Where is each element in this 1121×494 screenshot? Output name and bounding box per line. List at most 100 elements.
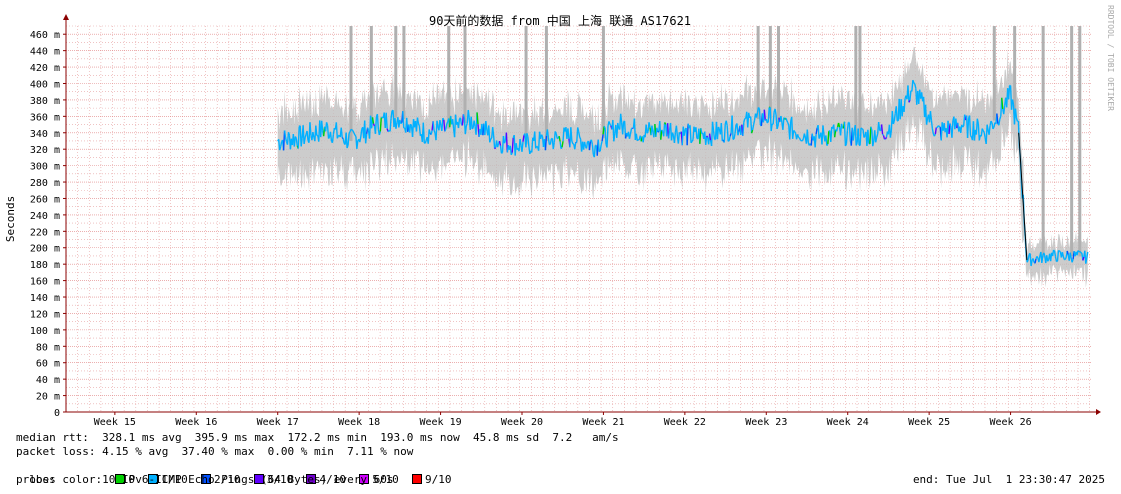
loss-color-label: loss color:	[29, 473, 103, 486]
median-segment	[451, 119, 455, 129]
median-segment	[293, 136, 296, 147]
median-segment	[798, 137, 802, 141]
median-segment	[1064, 256, 1067, 260]
median-segment	[1053, 249, 1056, 252]
median-segment	[374, 116, 378, 134]
median-segment	[297, 126, 300, 149]
median-segment	[432, 121, 435, 131]
median-segment	[446, 121, 449, 125]
median-segment	[444, 128, 447, 132]
median-segment	[996, 113, 999, 124]
median-segment	[705, 135, 708, 145]
median-segment	[602, 126, 605, 135]
median-segment	[1059, 250, 1061, 253]
y-tick-label: 40 m	[36, 375, 60, 386]
median-segment	[613, 133, 616, 142]
median-segment	[660, 129, 663, 140]
median-segment	[818, 135, 821, 139]
median-segment	[789, 121, 792, 140]
median-segment	[845, 130, 849, 144]
median-segment	[872, 140, 875, 147]
median-segment	[402, 111, 405, 128]
median-segment	[465, 122, 468, 127]
median-segment	[791, 130, 795, 139]
median-segment	[1047, 259, 1050, 262]
median-segment	[567, 128, 570, 139]
median-segment	[443, 119, 446, 132]
median-segment	[436, 120, 439, 127]
median-segment	[830, 126, 833, 142]
median-segment	[978, 135, 981, 141]
median-segment	[1051, 249, 1055, 257]
median-segment	[351, 129, 354, 132]
median-segment	[555, 133, 558, 139]
median-segment	[619, 113, 623, 123]
median-segment	[492, 135, 496, 149]
median-segment	[577, 131, 581, 138]
median-segment	[787, 122, 790, 126]
median-segment	[683, 129, 686, 136]
median-segment	[891, 111, 895, 125]
loss-swatch	[411, 474, 422, 484]
median-segment	[803, 133, 807, 138]
median-segment	[491, 127, 495, 137]
y-tick-label: 260 m	[30, 194, 60, 205]
median-segment	[912, 79, 915, 84]
median-segment	[284, 137, 288, 142]
median-segment	[418, 125, 422, 136]
median-segment	[400, 122, 403, 125]
y-tick-label: 300 m	[30, 162, 60, 173]
median-segment	[726, 125, 729, 142]
median-segment	[554, 131, 557, 134]
y-axis-label: Seconds	[4, 196, 17, 242]
median-segment	[671, 132, 675, 136]
median-segment	[304, 134, 307, 139]
median-segment	[473, 120, 476, 127]
median-segment	[859, 127, 862, 146]
median-segment	[815, 128, 818, 135]
median-segment	[986, 124, 989, 131]
median-segment	[476, 112, 479, 125]
median-segment	[341, 137, 344, 140]
median-segment	[869, 126, 872, 144]
median-segment	[428, 129, 431, 134]
median-segment	[600, 140, 603, 146]
median-segment	[1066, 250, 1069, 255]
median-segment	[825, 135, 828, 146]
y-tick-label: 320 m	[30, 145, 60, 156]
median-segment	[635, 133, 638, 141]
rtt-smoke-band	[277, 26, 1088, 288]
y-tick-label: 280 m	[30, 178, 60, 189]
median-segment	[430, 130, 433, 135]
median-segment	[990, 120, 993, 124]
median-segment	[1053, 250, 1057, 257]
y-axis-arrow	[63, 14, 69, 20]
median-segment	[981, 128, 984, 131]
x-tick-label: Week 21	[582, 417, 624, 428]
packet-loss-stats: packet loss: 4.15 % avg 37.40 % max 0.00…	[16, 445, 414, 458]
median-segment	[911, 80, 914, 92]
median-segment	[1077, 250, 1080, 253]
median-segment	[389, 118, 392, 132]
x-tick-label: Week 16	[175, 417, 217, 428]
median-segment	[295, 138, 298, 146]
median-segment	[673, 132, 677, 144]
median-segment	[706, 135, 709, 138]
median-segment	[598, 150, 601, 153]
median-segment	[662, 122, 666, 137]
x-tick-label: Week 18	[338, 417, 380, 428]
median-segment	[359, 136, 362, 143]
median-segment	[1082, 256, 1085, 261]
median-segment	[454, 114, 458, 125]
median-segment	[857, 128, 860, 146]
median-segment	[892, 120, 895, 125]
median-segment	[570, 127, 573, 142]
median-segment	[854, 125, 857, 146]
median-segment	[737, 131, 740, 136]
median-segment	[494, 147, 497, 150]
median-segment	[686, 123, 689, 146]
median-segment	[353, 132, 356, 136]
median-segment	[742, 122, 745, 136]
median-segment	[770, 123, 773, 132]
median-segment	[283, 130, 287, 138]
